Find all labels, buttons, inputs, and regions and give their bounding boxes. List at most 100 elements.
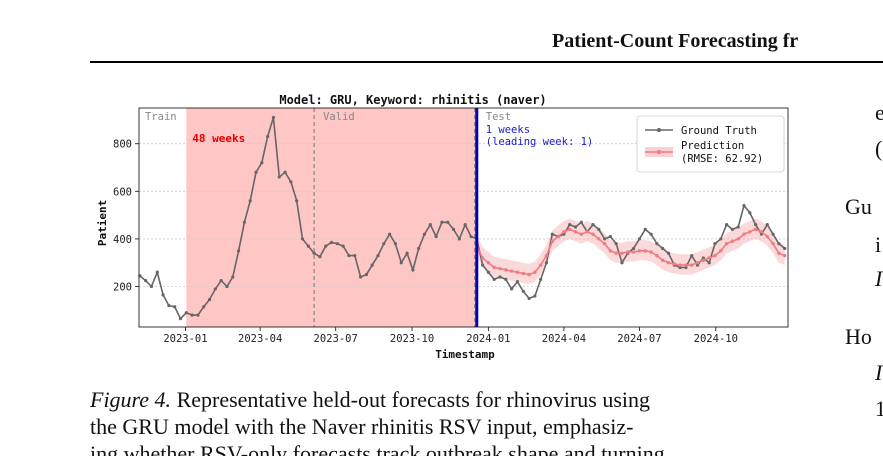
ground-truth-point xyxy=(411,268,415,272)
prediction-point xyxy=(777,251,781,255)
region-label-test: Test xyxy=(486,111,511,123)
ground-truth-point xyxy=(666,251,671,255)
ground-truth-point xyxy=(661,246,665,251)
x-tick-label: 2023-04 xyxy=(238,333,282,345)
prediction-point xyxy=(753,227,758,232)
ground-truth-point xyxy=(144,278,148,283)
ground-truth-point xyxy=(422,232,427,236)
prediction-point xyxy=(492,265,496,270)
ground-truth-point xyxy=(754,223,758,227)
legend-prediction-marker xyxy=(657,150,661,154)
ground-truth-point xyxy=(295,199,299,203)
prediction-point xyxy=(730,239,735,244)
prediction-point xyxy=(568,227,572,232)
y-tick-label: 800 xyxy=(113,139,132,151)
training-window-shade xyxy=(186,108,477,327)
ground-truth-point xyxy=(637,237,642,241)
ground-truth-point xyxy=(655,242,659,246)
caption-line-1: Representative held-out forecasts for rh… xyxy=(171,387,651,412)
prediction-point xyxy=(579,232,584,236)
ground-truth-point xyxy=(730,227,734,232)
ground-truth-point xyxy=(312,251,316,255)
ground-truth-point xyxy=(248,199,252,203)
ground-truth-point xyxy=(329,240,334,245)
ground-truth-point xyxy=(207,298,212,302)
ground-truth-point xyxy=(765,223,769,227)
right-col-text: Gu xyxy=(845,194,872,219)
prediction-point xyxy=(591,232,595,236)
region-label-valid: Valid xyxy=(323,111,355,123)
ground-truth-point xyxy=(684,265,688,270)
ground-truth-point xyxy=(271,115,276,120)
ground-truth-point xyxy=(527,296,531,301)
ground-truth-point xyxy=(225,284,229,289)
ground-truth-point xyxy=(335,242,339,246)
ground-truth-point xyxy=(521,289,525,293)
prediction-point xyxy=(614,251,618,255)
ground-truth-point xyxy=(341,244,345,248)
region-label-train: Train xyxy=(145,111,177,123)
ground-truth-point xyxy=(486,270,490,274)
plot-frame xyxy=(138,107,789,328)
prediction-point xyxy=(695,261,700,265)
prediction-point xyxy=(672,262,677,266)
prediction-point xyxy=(573,230,578,234)
prediction-point xyxy=(684,263,688,267)
running-header-title: Patient-Count Forecasting fr xyxy=(552,30,799,52)
prediction-point xyxy=(620,251,624,255)
prediction-point xyxy=(608,249,613,253)
prediction-point xyxy=(678,263,682,267)
prediction-point xyxy=(544,253,549,258)
prediction-point xyxy=(655,253,659,258)
ground-truth-point xyxy=(771,232,775,236)
prediction-point xyxy=(585,230,589,234)
ground-truth-point xyxy=(266,134,270,139)
y-axis-label: Patient xyxy=(96,200,109,246)
prediction-point xyxy=(562,230,566,234)
legend-box xyxy=(636,115,785,173)
ground-truth-point xyxy=(649,232,653,236)
right-col-text: 1 xyxy=(875,396,883,421)
ground-truth-point xyxy=(190,313,194,317)
prediction-point xyxy=(631,250,636,254)
right-col-text: I xyxy=(875,360,883,385)
prediction-point xyxy=(660,258,665,263)
x-tick-label: 2024-10 xyxy=(694,333,738,345)
ground-truth-point xyxy=(405,251,409,255)
x-tick-label: 2024-04 xyxy=(542,333,586,345)
ground-truth-point xyxy=(463,223,467,227)
ground-truth-point xyxy=(388,232,392,236)
ground-truth-point xyxy=(399,261,403,265)
ground-truth-point xyxy=(713,242,717,246)
legend-ground-truth-marker xyxy=(657,128,661,132)
ground-truth-point xyxy=(231,275,235,279)
prediction-point xyxy=(724,241,729,246)
right-col-text: i xyxy=(875,232,882,257)
ground-truth-point xyxy=(370,263,374,267)
prediction-point xyxy=(538,263,543,267)
ground-truth-point xyxy=(434,234,438,239)
ground-truth-point xyxy=(539,277,543,281)
window-annotation: 48 weeks xyxy=(192,132,245,145)
ground-truth-point xyxy=(173,305,177,309)
ground-truth-point xyxy=(347,253,351,258)
ground-truth-point xyxy=(382,242,386,246)
ground-truth-point xyxy=(254,170,258,174)
prediction-point xyxy=(626,250,630,254)
prediction-point xyxy=(498,266,502,271)
ground-truth-point xyxy=(579,220,583,224)
legend-prediction-label: Prediction xyxy=(681,140,744,152)
ground-truth-point xyxy=(353,253,357,258)
lead-annotation-line-1: 1 weeks xyxy=(486,124,530,136)
prediction-point xyxy=(509,269,514,273)
ground-truth-point xyxy=(707,261,711,265)
ground-truth-point xyxy=(451,227,456,232)
ground-truth-point xyxy=(492,277,496,281)
ground-truth-point xyxy=(161,293,165,297)
prediction-point xyxy=(736,237,740,241)
prediction-point xyxy=(602,241,607,246)
prediction-point xyxy=(713,253,717,258)
x-axis-label: Timestamp xyxy=(435,348,495,361)
ground-truth-point xyxy=(597,227,601,232)
ground-truth-point xyxy=(573,225,578,229)
